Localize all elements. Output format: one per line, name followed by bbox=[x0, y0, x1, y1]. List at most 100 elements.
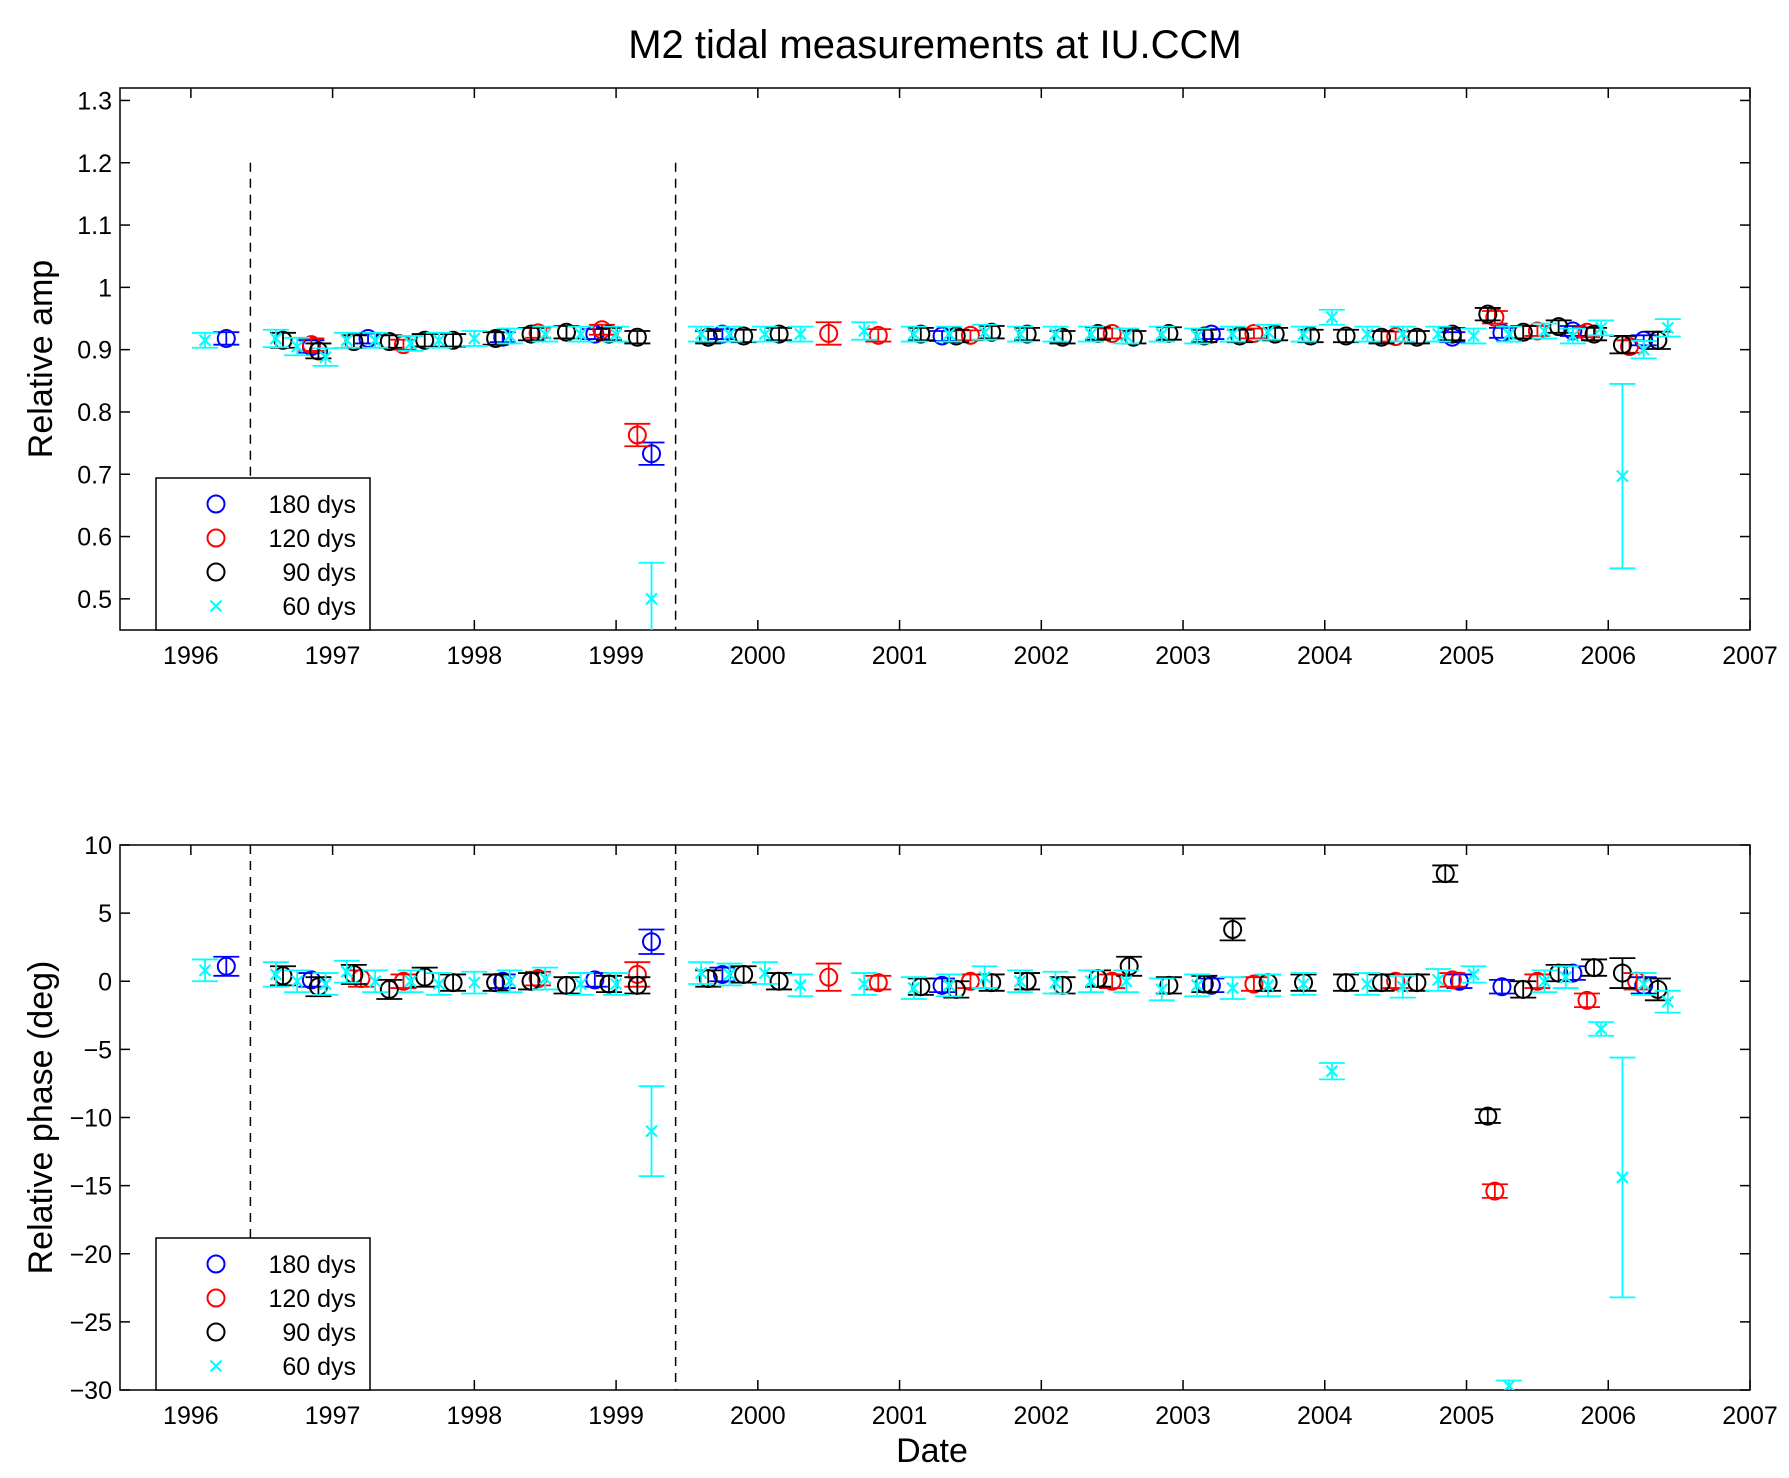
x-tick-label: 2003 bbox=[1155, 642, 1211, 670]
data-point-circle bbox=[415, 967, 435, 987]
data-point-circle bbox=[301, 335, 321, 355]
legend-label: 120 dys bbox=[268, 1285, 356, 1313]
data-point-x bbox=[857, 977, 871, 991]
data-point-x bbox=[1013, 327, 1027, 341]
data-point-x bbox=[1594, 321, 1608, 335]
x-tick-label: 1997 bbox=[305, 642, 361, 670]
data-point-circle bbox=[379, 979, 399, 999]
data-point-x bbox=[319, 350, 332, 364]
data-point-x bbox=[269, 968, 283, 981]
data-point-x bbox=[1049, 327, 1062, 341]
y-tick-label: 5 bbox=[98, 900, 112, 928]
data-point-x bbox=[404, 974, 417, 988]
data-point-circle bbox=[1244, 323, 1264, 343]
data-point-x bbox=[404, 337, 417, 350]
data-point-circle bbox=[1513, 979, 1533, 999]
y-tick-label: 0.9 bbox=[77, 337, 112, 365]
data-point-x bbox=[1261, 325, 1275, 339]
data-point-x bbox=[723, 327, 736, 341]
data-point-circle bbox=[443, 330, 463, 350]
data-point-x bbox=[1538, 974, 1551, 988]
data-point-circle bbox=[1442, 324, 1462, 344]
data-point-circle bbox=[1102, 971, 1122, 991]
y-tick-label: 1.1 bbox=[77, 212, 112, 240]
data-point-x bbox=[290, 340, 304, 353]
data-point-x bbox=[1502, 327, 1516, 341]
x-tick-label: 2006 bbox=[1580, 1402, 1636, 1430]
data-point-x bbox=[609, 327, 623, 341]
data-point-circle bbox=[216, 328, 236, 348]
x-tick-label: 2005 bbox=[1439, 1402, 1495, 1430]
data-point-circle bbox=[627, 327, 647, 347]
data-point-x bbox=[1396, 980, 1410, 993]
data-point-x bbox=[432, 977, 446, 991]
legend-label: 180 dys bbox=[268, 1251, 356, 1279]
x-tick-label: 2001 bbox=[872, 642, 928, 670]
legend-marker-circle bbox=[206, 1322, 226, 1342]
data-point-x bbox=[1559, 970, 1573, 984]
data-point-x bbox=[1467, 968, 1480, 981]
data-point-circle bbox=[1371, 973, 1391, 993]
data-point-x bbox=[319, 977, 332, 991]
data-point-x bbox=[368, 334, 382, 347]
data-point-circle bbox=[1513, 322, 1533, 342]
data-point-circle bbox=[521, 324, 541, 344]
data-point-circle bbox=[868, 973, 888, 993]
legend-box bbox=[155, 1237, 371, 1391]
data-point-x bbox=[1084, 327, 1098, 341]
y-tick-label: 0 bbox=[98, 968, 112, 996]
data-point-circle bbox=[819, 323, 839, 343]
data-point-x bbox=[198, 334, 212, 347]
data-point-x bbox=[1049, 976, 1062, 989]
data-point-x bbox=[1616, 1171, 1629, 1184]
y-tick-label: 0.5 bbox=[77, 586, 112, 614]
data-point-circle bbox=[1584, 958, 1604, 978]
data-point-circle bbox=[415, 330, 435, 350]
data-point-circle bbox=[1620, 337, 1640, 357]
data-point-circle bbox=[308, 341, 328, 361]
data-point-circle bbox=[1492, 977, 1512, 997]
y-tick-label: −30 bbox=[70, 1377, 112, 1405]
data-point-x bbox=[269, 332, 283, 345]
legend-label: 90 dys bbox=[282, 559, 356, 587]
data-point-circle bbox=[1584, 324, 1604, 344]
legend-marker-x bbox=[209, 1359, 223, 1373]
data-point-circle bbox=[734, 964, 754, 984]
legend-marker-circle bbox=[206, 562, 226, 582]
x-tick-label: 2006 bbox=[1580, 642, 1636, 670]
data-point-x bbox=[1637, 977, 1650, 991]
data-point-x bbox=[978, 325, 991, 339]
data-point-circle bbox=[1435, 864, 1455, 884]
data-point-x bbox=[857, 324, 871, 338]
data-point-x bbox=[574, 327, 587, 341]
data-point-x bbox=[609, 977, 623, 991]
x-tick-label: 1996 bbox=[163, 1402, 219, 1430]
data-point-circle bbox=[1485, 1181, 1505, 1201]
data-point-circle bbox=[1478, 1106, 1498, 1126]
data-point-circle bbox=[585, 970, 605, 990]
data-point-circle bbox=[216, 956, 236, 976]
data-point-x bbox=[1431, 327, 1445, 341]
data-point-x bbox=[1013, 974, 1027, 988]
data-point-x bbox=[1297, 327, 1310, 341]
data-point-x bbox=[794, 979, 807, 992]
data-point-x bbox=[758, 966, 772, 980]
amplitude-panel: 1996 1997 1998 1999 2000 2001 2002 2003 2004 2005… bbox=[22, 87, 1778, 670]
data-point-x bbox=[723, 968, 736, 981]
data-point-circle bbox=[1102, 323, 1122, 343]
data-point-x bbox=[1538, 324, 1551, 338]
data-point-x bbox=[1361, 327, 1374, 341]
legend-label: 90 dys bbox=[282, 1319, 356, 1347]
data-point-x bbox=[538, 972, 552, 985]
data-point-circle bbox=[486, 328, 506, 348]
data-point-circle bbox=[1336, 973, 1356, 993]
data-point-circle bbox=[379, 332, 399, 352]
data-point-x bbox=[1190, 979, 1204, 992]
y-tick-label: 10 bbox=[84, 832, 112, 860]
data-point-x bbox=[907, 327, 921, 341]
data-point-circle bbox=[642, 444, 662, 464]
data-point-x bbox=[645, 1124, 658, 1138]
data-point-circle bbox=[556, 975, 576, 995]
legend-label: 120 dys bbox=[268, 525, 356, 553]
